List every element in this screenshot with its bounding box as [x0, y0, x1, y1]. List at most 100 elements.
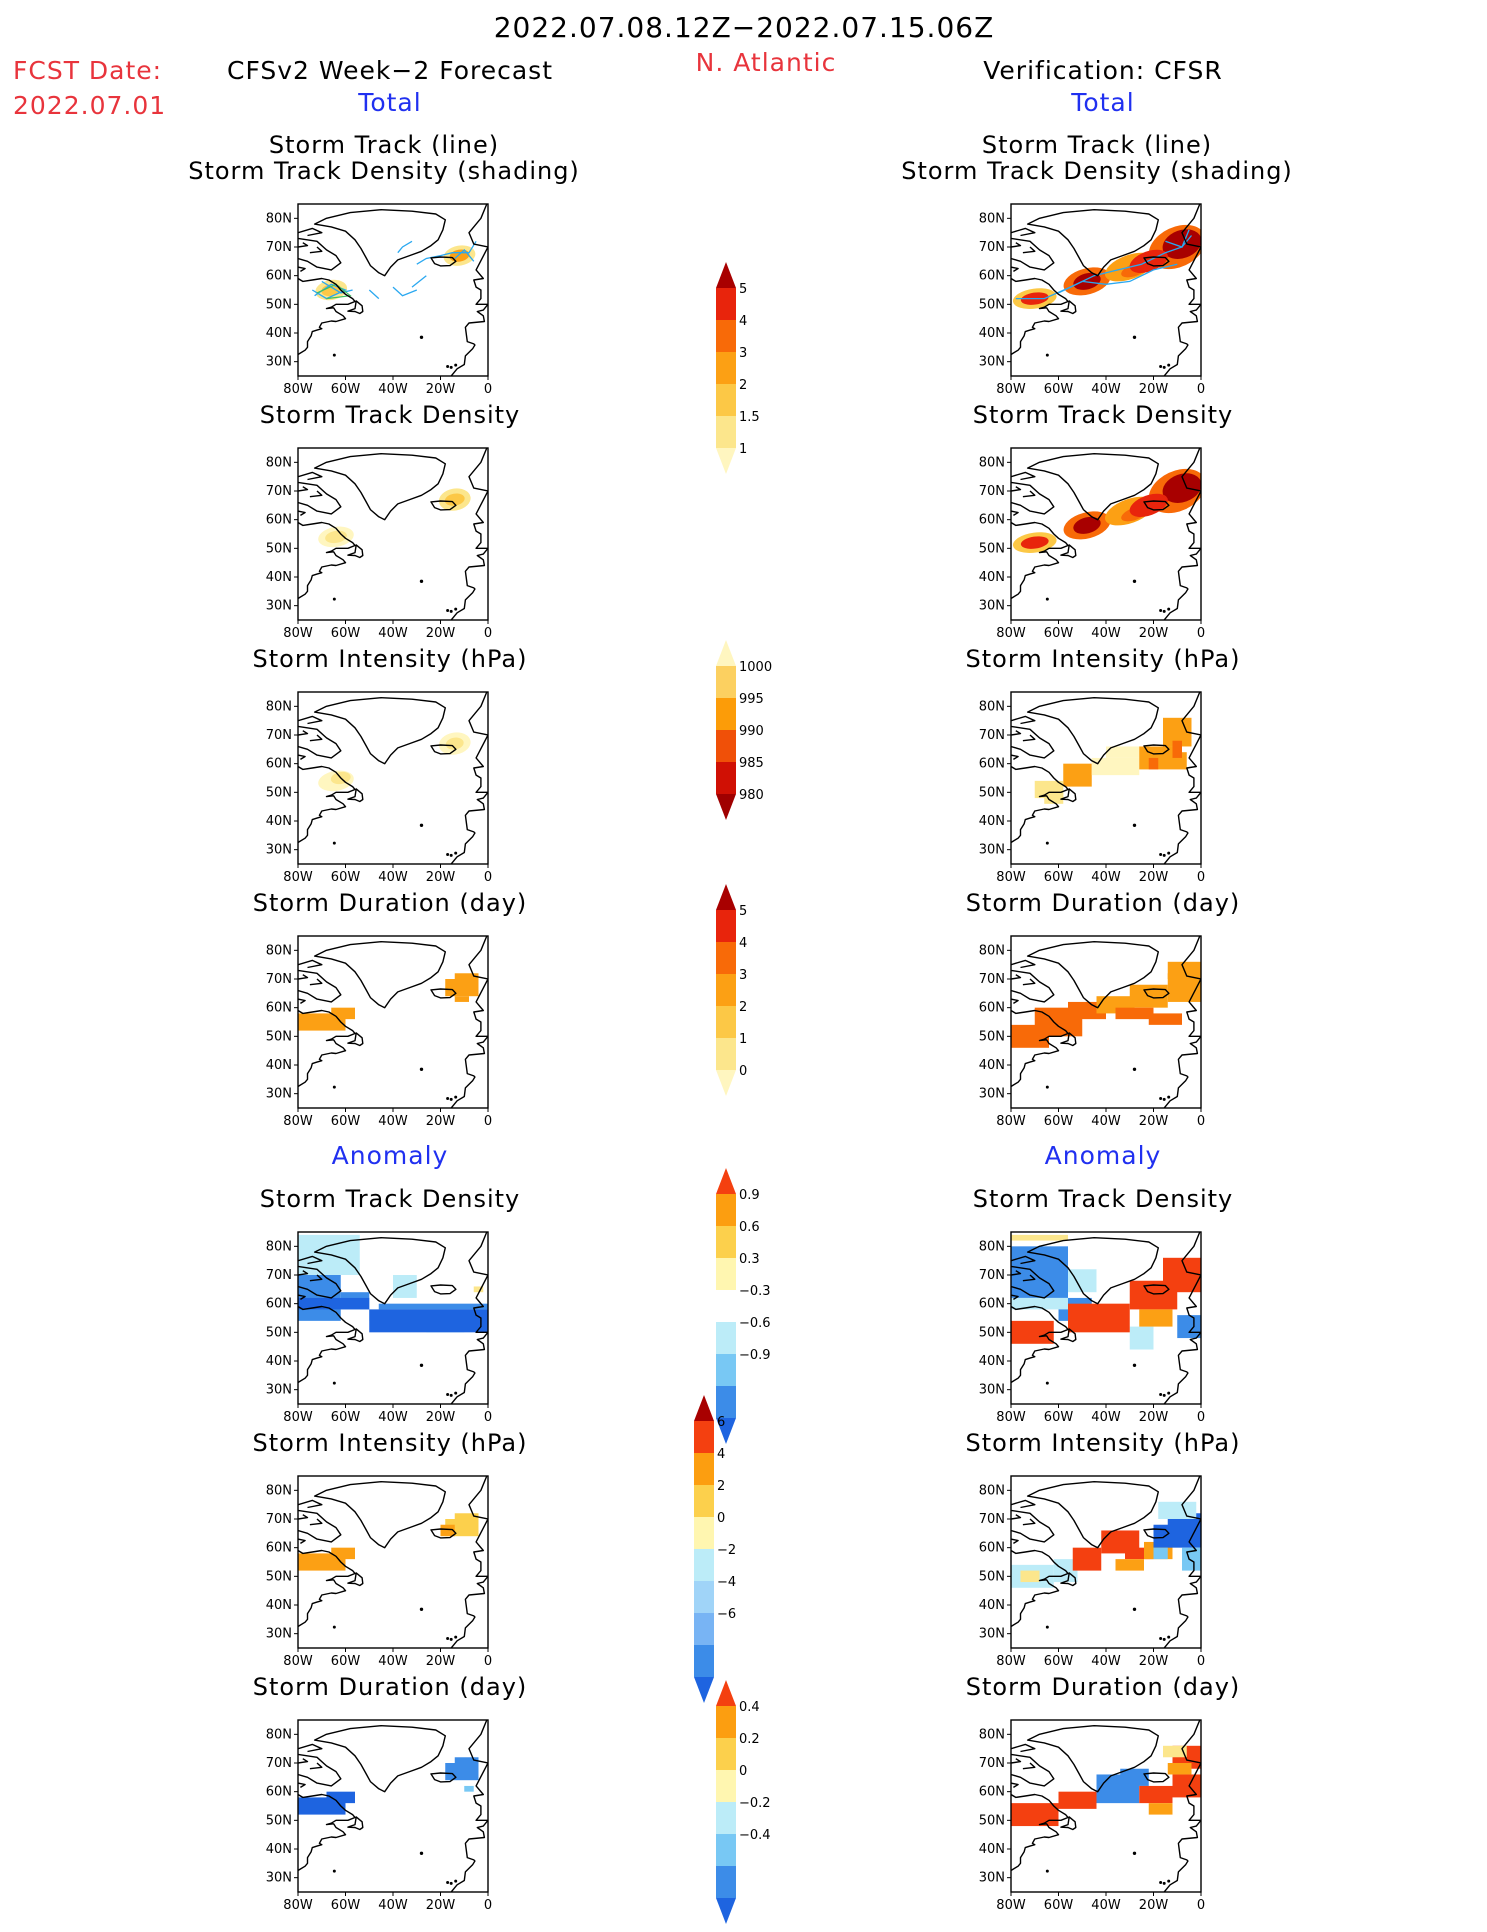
lon-tick-label: 40W: [1091, 870, 1121, 885]
title-anom-density-left: Storm Track Density: [259, 1185, 521, 1213]
colorbar-label: 0.4: [739, 1700, 760, 1715]
fcst-date-value: 2022.07.01: [13, 91, 167, 120]
coastline: [1011, 936, 1201, 1108]
lon-tick-label: 0: [484, 1654, 492, 1669]
lon-tick-label: 80W: [283, 626, 313, 641]
lat-tick-label: 30N: [979, 843, 1005, 858]
colorbar-label: 6: [717, 1415, 725, 1430]
lat-tick-label: 70N: [266, 484, 292, 499]
lon-tick-label: 20W: [426, 382, 456, 397]
lat-tick-label: 40N: [266, 1354, 292, 1369]
lat-tick-label: 40N: [979, 1058, 1005, 1073]
left-heading: CFSv2 Week−2 Forecast: [227, 56, 553, 85]
title-track-line-left: Storm Track (line): [268, 131, 500, 159]
lon-tick-label: 60W: [331, 1898, 361, 1913]
coastline: [298, 448, 488, 620]
lat-tick-label: 80N: [979, 211, 1005, 226]
anomaly-label-right: Anomaly: [1044, 1141, 1162, 1170]
colorbar-duration: 5 4 3 2 1 0: [716, 884, 806, 1104]
lon-tick-label: 40W: [1091, 626, 1121, 641]
colorbar-label: −4: [717, 1575, 736, 1590]
lat-tick-label: 30N: [979, 599, 1005, 614]
title-anom-duration-left: Storm Duration (day): [252, 1673, 528, 1701]
lon-tick-label: 0: [1197, 870, 1205, 885]
lon-tick-label: 80W: [283, 1654, 313, 1669]
lat-tick-label: 80N: [979, 1239, 1005, 1254]
colorbar-intensity: 1000 995 990 985 980: [716, 640, 806, 828]
total-label-left: Total: [358, 88, 422, 117]
lat-tick-label: 70N: [266, 240, 292, 255]
lat-tick-label: 60N: [266, 1785, 292, 1800]
lon-tick-label: 40W: [378, 1410, 408, 1425]
lat-tick-label: 60N: [266, 1297, 292, 1312]
lon-tick-label: 0: [1197, 1114, 1205, 1129]
lon-tick-label: 80W: [996, 1410, 1026, 1425]
lat-tick-label: 50N: [979, 1813, 1005, 1828]
colorbar-density: 5 4 3 2 1.5 1: [716, 262, 806, 482]
coastline: [298, 1720, 488, 1892]
lat-tick-label: 60N: [979, 757, 1005, 772]
lat-tick-label: 70N: [979, 1756, 1005, 1771]
lon-tick-label: 60W: [331, 626, 361, 641]
lon-tick-label: 40W: [378, 870, 408, 885]
colorbar-label: 2: [739, 378, 747, 393]
lat-tick-label: 30N: [979, 355, 1005, 370]
coastline: [1011, 1720, 1201, 1892]
lat-tick-label: 40N: [266, 1842, 292, 1857]
colorbar-label: 1: [739, 442, 747, 457]
colorbar-label: 3: [739, 968, 747, 983]
coastline: [1011, 448, 1201, 620]
lon-tick-label: 60W: [1044, 626, 1074, 641]
lon-tick-label: 80W: [283, 1410, 313, 1425]
lat-tick-label: 30N: [266, 355, 292, 370]
lon-tick-label: 0: [1197, 1410, 1205, 1425]
lon-tick-label: 40W: [378, 1114, 408, 1129]
coastline: [1011, 204, 1201, 376]
lat-tick-label: 80N: [979, 1483, 1005, 1498]
lon-tick-label: 60W: [331, 1410, 361, 1425]
lon-tick-label: 40W: [1091, 382, 1121, 397]
colorbar-label: 980: [739, 788, 764, 803]
right-heading: Verification: CFSR: [983, 56, 1223, 85]
lat-tick-label: 80N: [979, 699, 1005, 714]
lon-tick-label: 0: [1197, 626, 1205, 641]
colorbar-anom-density: 0.9 0.6 0.3 −0.3 −0.6 −0.9: [716, 1168, 806, 1452]
lat-tick-label: 80N: [266, 943, 292, 958]
lat-tick-label: 60N: [979, 1001, 1005, 1016]
lat-tick-label: 60N: [266, 269, 292, 284]
title-density-right: Storm Track Density: [972, 401, 1234, 429]
lon-tick-label: 20W: [426, 626, 456, 641]
coastline: [298, 1476, 488, 1648]
lon-tick-label: 60W: [1044, 1654, 1074, 1669]
lon-tick-label: 20W: [426, 1654, 456, 1669]
lon-tick-label: 80W: [283, 382, 313, 397]
lat-tick-label: 60N: [979, 513, 1005, 528]
lon-tick-label: 20W: [426, 1410, 456, 1425]
lat-tick-label: 40N: [266, 570, 292, 585]
lon-tick-label: 80W: [283, 1898, 313, 1913]
lat-tick-label: 50N: [979, 1029, 1005, 1044]
lon-tick-label: 20W: [1139, 626, 1169, 641]
lat-tick-label: 70N: [979, 972, 1005, 987]
lat-tick-label: 50N: [979, 785, 1005, 800]
colorbar-label: −6: [717, 1607, 736, 1622]
lon-tick-label: 20W: [426, 1898, 456, 1913]
colorbar-label: 0: [739, 1064, 747, 1079]
lat-tick-label: 80N: [266, 1483, 292, 1498]
lat-tick-label: 60N: [979, 1541, 1005, 1556]
lon-tick-label: 20W: [426, 870, 456, 885]
lat-tick-label: 40N: [266, 1598, 292, 1613]
lat-tick-label: 30N: [266, 843, 292, 858]
lat-tick-label: 40N: [979, 570, 1005, 585]
lat-tick-label: 70N: [979, 240, 1005, 255]
lon-tick-label: 60W: [1044, 1898, 1074, 1913]
lon-tick-label: 60W: [331, 870, 361, 885]
colorbar-label: 0: [717, 1511, 725, 1526]
lat-tick-label: 80N: [266, 699, 292, 714]
title-anom-intensity-right: Storm Intensity (hPa): [965, 1429, 1241, 1457]
lat-tick-label: 70N: [979, 1512, 1005, 1527]
lon-tick-label: 60W: [1044, 382, 1074, 397]
lon-tick-label: 40W: [378, 1654, 408, 1669]
lat-tick-label: 50N: [979, 297, 1005, 312]
coastline: [298, 936, 488, 1108]
